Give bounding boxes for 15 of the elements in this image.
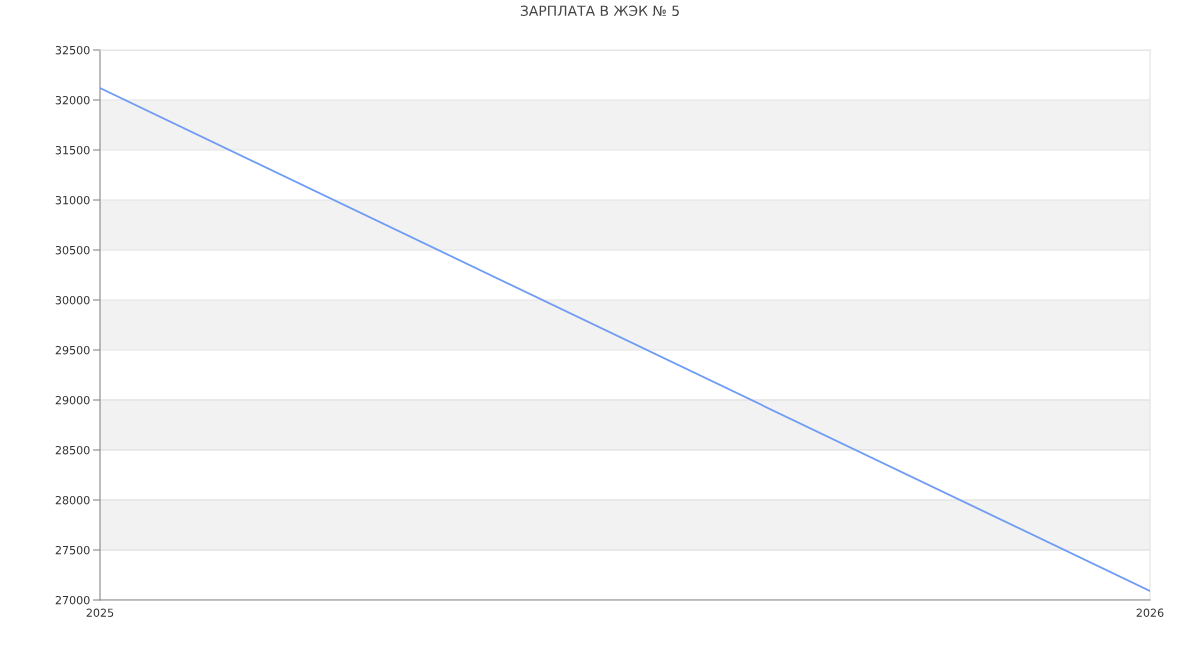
y-tick-label: 32000	[55, 95, 90, 105]
y-tick-label: 28500	[55, 445, 90, 455]
y-tick-label: 27500	[55, 545, 90, 555]
y-tick-label: 30000	[55, 295, 90, 305]
x-tick-label: 2025	[86, 608, 114, 617]
y-tick-label: 32500	[55, 45, 90, 55]
y-tick-label: 27000	[55, 595, 90, 605]
y-tick-label: 29500	[55, 345, 90, 355]
y-tick-label: 31500	[55, 145, 90, 155]
y-tick-label: 31000	[55, 195, 90, 205]
y-tick-label: 28000	[55, 495, 90, 505]
y-tick-label: 30500	[55, 245, 90, 255]
chart-title: ЗАРПЛАТА В ЖЭК № 5	[520, 5, 679, 17]
y-tick-label: 29000	[55, 395, 90, 405]
x-tick-label: 2026	[1136, 608, 1164, 617]
